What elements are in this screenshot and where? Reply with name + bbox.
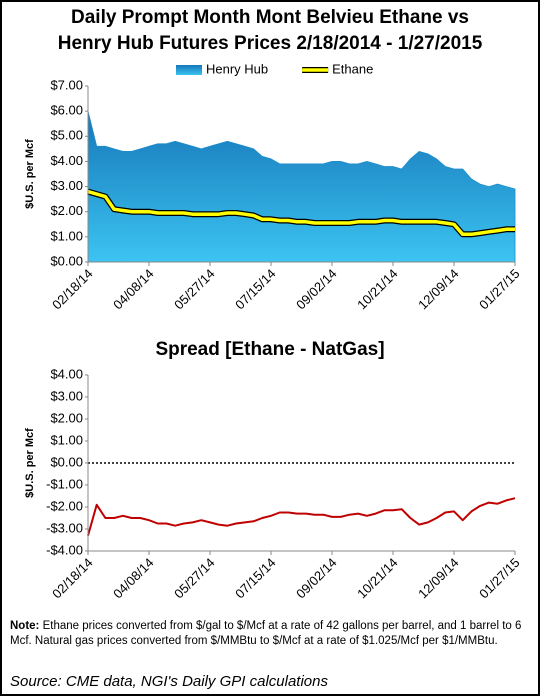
chart-title: Spread [Ethane - NatGas]	[155, 339, 384, 360]
x-tick-label: 02/18/14	[49, 555, 95, 601]
line	[87, 497, 516, 536]
y-tick-label: $5.00	[50, 128, 83, 143]
x-tick-label: 10/21/14	[354, 266, 400, 312]
chart-title: Daily Prompt Month Mont Belvieu Ethane v…	[71, 7, 469, 28]
y-axis-label: $U.S. per Mcf	[24, 428, 36, 498]
area	[87, 111, 516, 263]
y-tick-label: $0.00	[50, 253, 83, 268]
chart-title: Henry Hub Futures Prices 2/18/2014 - 1/2…	[58, 33, 483, 54]
y-tick-label: $2.00	[50, 203, 83, 218]
y-tick-label: -$4.00	[46, 542, 83, 557]
x-tick-label: 02/18/14	[49, 266, 95, 312]
y-axis-label: $U.S. per Mcf	[24, 139, 36, 209]
y-tick-label: $3.00	[50, 388, 83, 403]
legend-label: Ethane	[332, 61, 373, 76]
y-tick-label: $3.00	[50, 178, 83, 193]
x-tick-label: 12/09/14	[415, 555, 461, 601]
x-tick-label: 09/02/14	[293, 266, 339, 312]
y-tick-label: -$3.00	[46, 520, 83, 535]
note-text: Ethane prices converted from $/gal to $/…	[10, 620, 522, 647]
x-tick-label: 01/27/15	[476, 266, 522, 312]
legend-label: Henry Hub	[206, 61, 268, 76]
y-tick-label: $2.00	[50, 410, 83, 425]
x-tick-label: 05/27/14	[171, 266, 217, 312]
x-tick-label: 09/02/14	[293, 555, 339, 601]
y-tick-label: $7.00	[50, 77, 83, 92]
x-tick-label: 12/09/14	[415, 266, 461, 312]
x-tick-label: 07/15/14	[232, 266, 278, 312]
y-tick-label: $6.00	[50, 103, 83, 118]
x-tick-label: 10/21/14	[354, 555, 400, 601]
x-tick-label: 04/08/14	[110, 555, 156, 601]
y-tick-label: $1.00	[50, 228, 83, 243]
x-tick-label: 04/08/14	[110, 266, 156, 312]
y-tick-label: $0.00	[50, 454, 83, 469]
x-tick-label: 01/27/15	[476, 555, 522, 601]
source: Source: CME data, NGI's Daily GPI calcul…	[10, 673, 328, 690]
y-tick-label: -$1.00	[46, 476, 83, 491]
x-tick-label: 07/15/14	[232, 555, 278, 601]
y-tick-label: $4.00	[50, 366, 83, 381]
legend-swatch	[176, 65, 202, 75]
line	[87, 189, 515, 237]
y-tick-label: $4.00	[50, 153, 83, 168]
note-label: Note:	[10, 620, 40, 632]
x-tick-label: 05/27/14	[171, 555, 217, 601]
note: Note: Ethane prices converted from $/gal…	[10, 619, 532, 649]
y-tick-label: $1.00	[50, 432, 83, 447]
y-tick-label: -$2.00	[46, 498, 83, 513]
